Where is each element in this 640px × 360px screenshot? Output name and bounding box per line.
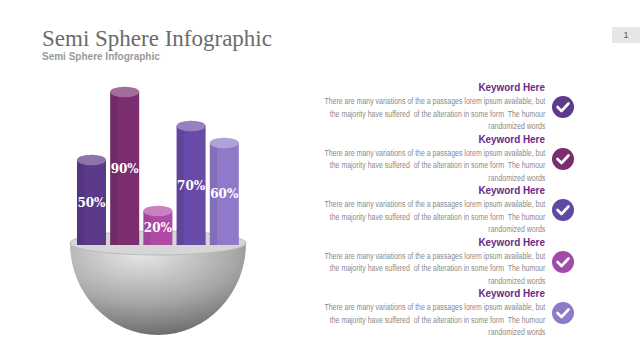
svg-text:90%: 90% <box>111 162 140 176</box>
html-text:the majority have suffered of: the majority have suffered of the altera… <box>329 263 545 273</box>
html-text:the majority have suffered of: the majority have suffered of the altera… <box>329 314 545 325</box>
html-text:There are many variations of t: There are many variations of the a passa… <box>324 250 545 261</box>
svg-text:50%: 50% <box>77 196 106 210</box>
html-text:randomized words: randomized words <box>488 121 545 131</box>
svg-text:70%: 70% <box>177 179 206 193</box>
html-text:Keyword Here: Keyword Here <box>478 235 545 248</box>
html-text:Semi Sphere Infographic: Semi Sphere Infographic <box>42 26 272 51</box>
html-text:the majority have suffered of: the majority have suffered of the altera… <box>329 108 545 119</box>
html-text:1: 1 <box>623 30 629 40</box>
html-text:randomized words: randomized words <box>488 224 545 234</box>
svg-text:20%: 20% <box>144 221 173 235</box>
html-text:There are many variations of t: There are many variations of the a passa… <box>324 199 545 209</box>
html-text:Keyword Here: Keyword Here <box>478 132 545 145</box>
html-text:randomized words: randomized words <box>488 172 545 183</box>
html-text:Keyword Here: Keyword Here <box>478 287 545 299</box>
svg-text:60%: 60% <box>210 187 239 201</box>
html-text:There are many variations of t: There are many variations of the a passa… <box>324 147 545 158</box>
html-text:There are many variations of t: There are many variations of the a passa… <box>324 96 545 106</box>
html-text:There are many variations of t: There are many variations of the a passa… <box>324 302 545 312</box>
html-text:the majority have suffered of: the majority have suffered of the altera… <box>329 211 545 222</box>
html-text:Keyword Here: Keyword Here <box>478 184 545 196</box>
html-text:the majority have suffered of: the majority have suffered of the altera… <box>329 160 545 170</box>
html-text:randomized words: randomized words <box>488 275 545 286</box>
html-text:Keyword Here: Keyword Here <box>478 81 545 93</box>
html-text:randomized words: randomized words <box>488 327 545 337</box>
html-text:Semi Sphere Infographic: Semi Sphere Infographic <box>42 51 160 62</box>
